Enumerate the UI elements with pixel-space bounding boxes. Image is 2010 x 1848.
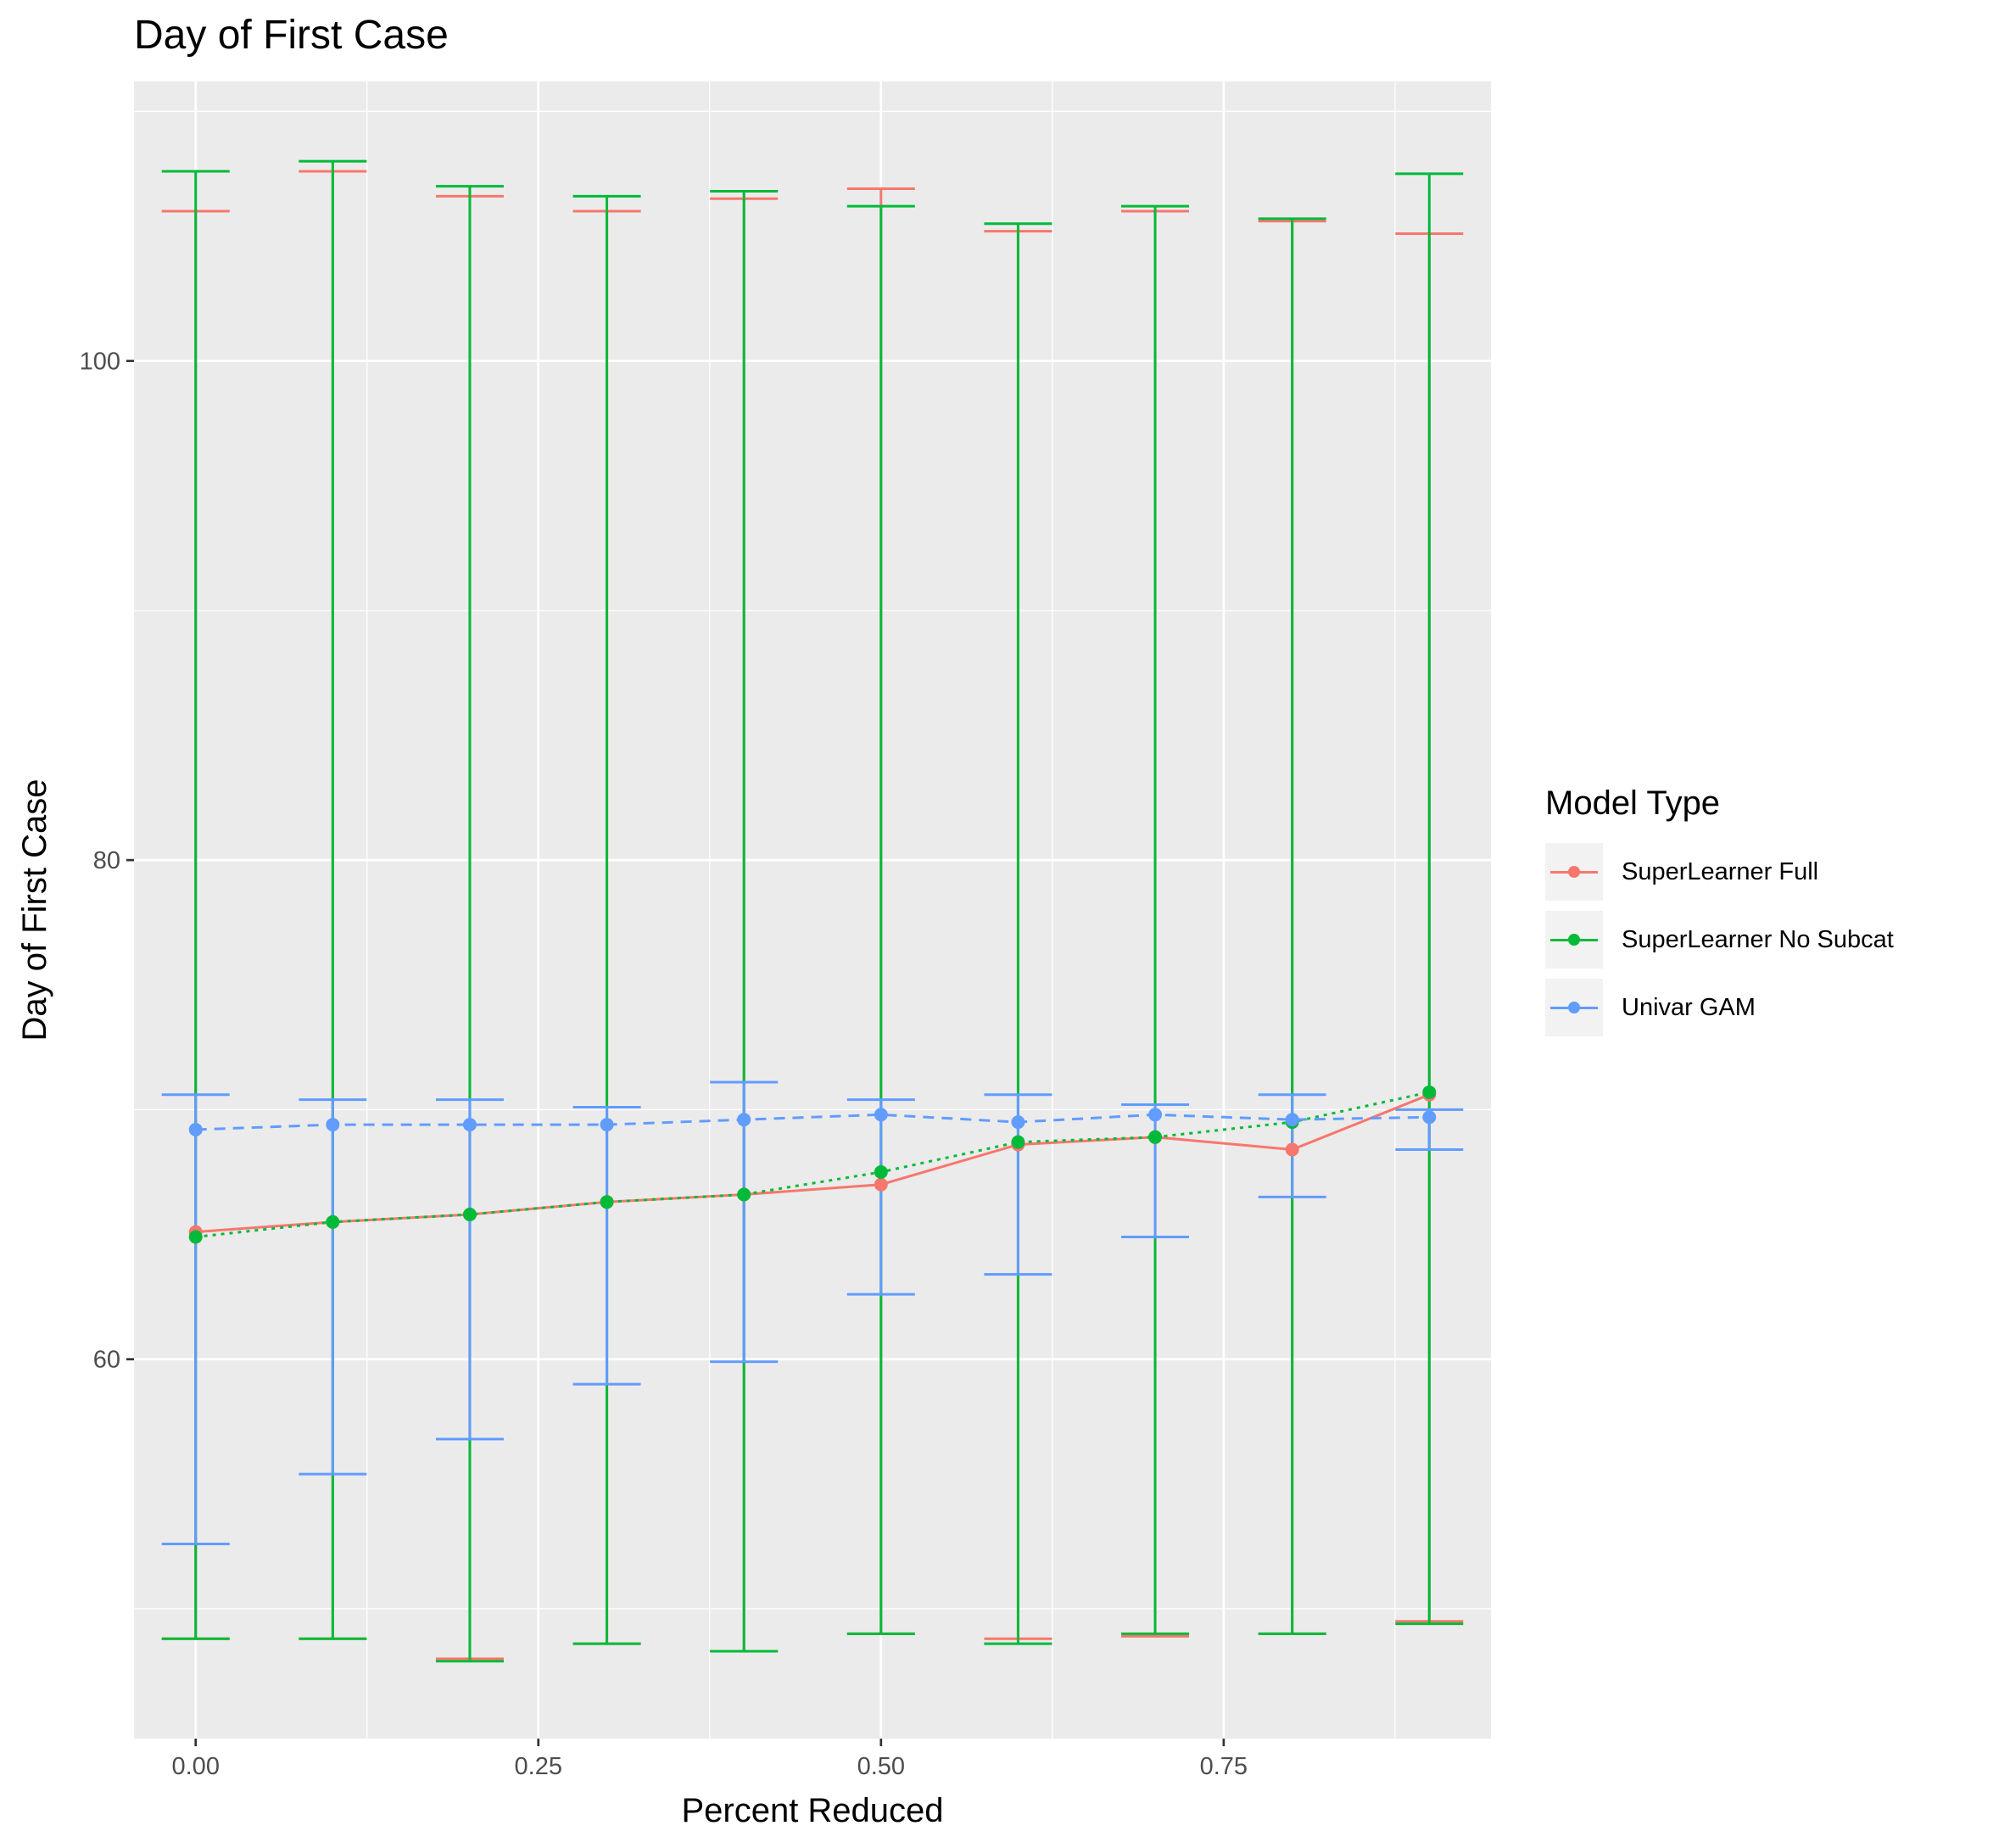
data-point (874, 1164, 888, 1179)
data-point (462, 1208, 477, 1222)
data-point (188, 1122, 203, 1136)
panel-background (134, 81, 1491, 1739)
data-point (1285, 1113, 1299, 1127)
legend-key-superlearner-no-subcat (1545, 911, 1603, 969)
data-point (1285, 1142, 1299, 1157)
data-point (737, 1113, 751, 1127)
data-point (1422, 1110, 1437, 1125)
data-point (1422, 1085, 1437, 1099)
data-point (600, 1195, 614, 1209)
legend-key-univar-gam (1545, 979, 1603, 1036)
legend-label: SuperLearner Full (1622, 857, 1819, 885)
data-point (874, 1177, 888, 1192)
x-axis-title: Percent Reduced (681, 1792, 943, 1829)
data-point (600, 1118, 614, 1132)
y-tick-label: 100 (80, 349, 120, 376)
y-tick-label: 80 (93, 847, 120, 874)
chart-title: Day of First Case (134, 13, 449, 58)
axes-layer: 0.00 0.25 0.50 0.75 60 80 100 (80, 349, 1248, 1780)
data-point (462, 1118, 477, 1132)
series-line (195, 1091, 1430, 1238)
series-line (195, 1113, 1430, 1131)
legend: Model Type SuperLearner Full SuperLearne… (1545, 784, 1894, 1041)
legend-label: SuperLearner No Subcat (1622, 925, 1894, 953)
data-point (326, 1118, 340, 1132)
series-layer (161, 159, 1464, 1663)
data-point (188, 1230, 203, 1244)
x-tick-label: 0.00 (172, 1753, 220, 1780)
legend-label: Univar GAM (1622, 993, 1756, 1021)
x-tick-label: 0.25 (515, 1753, 562, 1780)
legend-item: SuperLearner No Subcat (1545, 906, 1894, 974)
data-point (1148, 1130, 1163, 1144)
x-tick-label: 0.50 (857, 1753, 905, 1780)
data-point (737, 1187, 751, 1202)
data-point (874, 1108, 888, 1122)
y-axis-title: Day of First Case (16, 779, 53, 1041)
data-point (1011, 1115, 1025, 1130)
data-point (1148, 1108, 1163, 1122)
x-tick-label: 0.75 (1200, 1753, 1248, 1780)
grid-minor (134, 81, 1491, 1739)
legend-item: Univar GAM (1545, 974, 1894, 1041)
data-point (1011, 1135, 1025, 1149)
legend-key-superlearner-full (1545, 843, 1603, 901)
legend-title: Model Type (1545, 784, 1721, 822)
legend-item: SuperLearner Full (1545, 838, 1894, 906)
y-tick-label: 60 (93, 1347, 120, 1374)
data-point (326, 1214, 340, 1229)
